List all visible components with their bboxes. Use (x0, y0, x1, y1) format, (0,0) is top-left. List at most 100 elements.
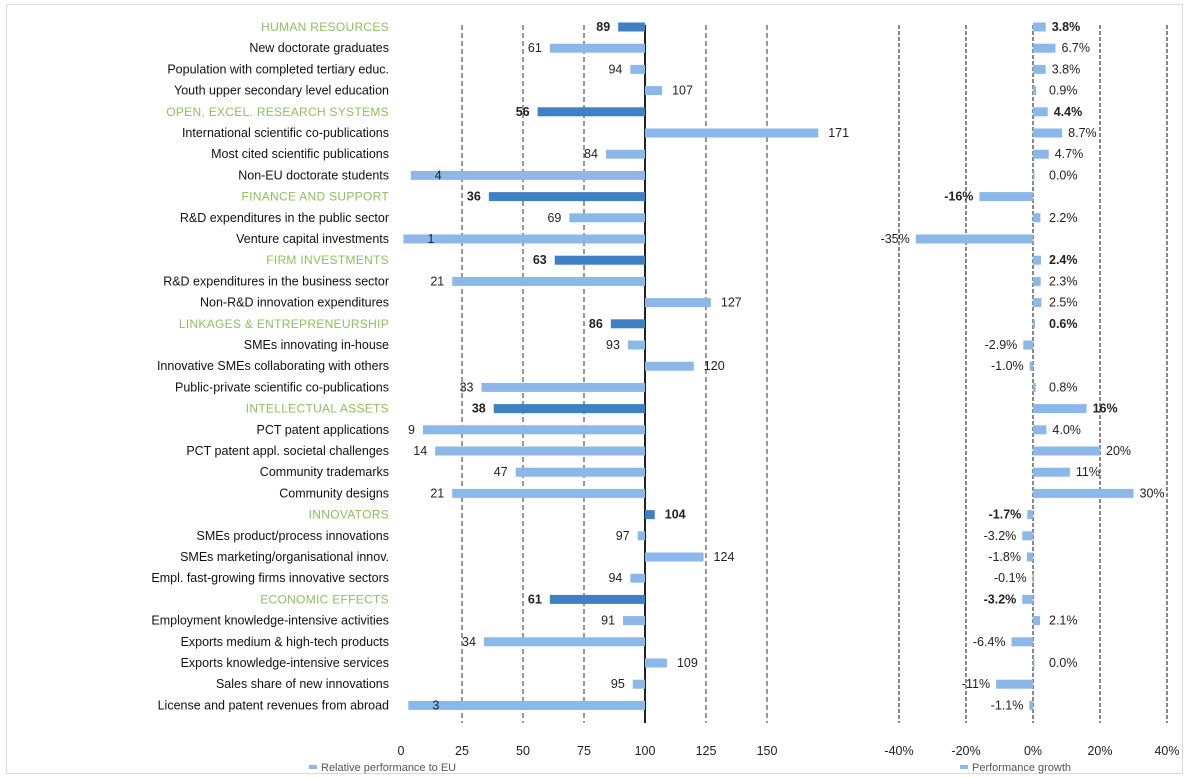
value-label-growth-9: 2.2% (1049, 211, 1078, 225)
tick-right-1: -20% (951, 744, 980, 758)
value-label-growth-6: 4.7% (1055, 147, 1084, 161)
bar-growth-19 (1033, 425, 1047, 435)
tick-left-4: 100 (635, 744, 656, 758)
bar-growth-13 (1033, 298, 1042, 308)
bar-growth-12 (1033, 276, 1041, 286)
category-label-29: Exports medium & high-tech products (181, 635, 389, 649)
value-label-relative-15: 93 (606, 338, 620, 352)
bar-relative-30 (645, 658, 667, 668)
value-label-growth-29: -6.4% (973, 635, 1006, 649)
value-label-growth-21: 11% (1076, 465, 1100, 479)
value-label-relative-16: 120 (704, 359, 725, 373)
value-label-relative-26: 94 (608, 571, 622, 585)
value-label-growth-14: 0.6% (1049, 317, 1078, 331)
bar-growth-17 (1033, 382, 1036, 392)
category-label-28: Employment knowledge-intensive activitie… (151, 614, 389, 628)
tick-left-0: 0 (398, 744, 405, 758)
value-label-growth-27: -3.2% (984, 592, 1017, 606)
bar-growth-2 (1033, 64, 1046, 74)
value-label-growth-23: -1.7% (989, 508, 1022, 522)
value-label-growth-32: -1.1% (991, 698, 1024, 712)
bar-relative-22 (452, 488, 645, 498)
value-label-relative-6: 84 (584, 147, 598, 161)
value-label-growth-3: 0.9% (1049, 84, 1078, 98)
value-label-growth-15: -2.9% (985, 338, 1018, 352)
bar-growth-27 (1022, 594, 1033, 604)
bar-growth-14 (1033, 319, 1036, 329)
bar-relative-20 (435, 446, 645, 456)
value-label-growth-4: 4.4% (1054, 105, 1083, 119)
bar-relative-23 (645, 510, 655, 520)
bar-relative-12 (452, 276, 645, 286)
left-gridlines (461, 25, 768, 723)
bar-relative-13 (645, 298, 711, 308)
value-label-relative-30: 109 (677, 656, 698, 670)
value-label-growth-16: -1.0% (991, 359, 1024, 373)
category-label-8: FINANCE AND SUPPORT (241, 190, 389, 204)
tick-left-3: 75 (577, 744, 591, 758)
value-label-growth-18: 16% (1093, 402, 1118, 416)
value-label-relative-13: 127 (721, 296, 742, 310)
category-label-24: SMEs product/process innovations (197, 529, 389, 543)
bar-growth-11 (1033, 255, 1042, 265)
value-label-relative-5: 171 (828, 126, 849, 140)
relative-performance-value-labels: 8961941075617184436691632112786931203338… (408, 20, 849, 712)
bar-relative-4 (537, 107, 645, 117)
growth-bars (915, 22, 1134, 710)
bar-relative-32 (408, 700, 645, 710)
value-label-growth-31: -11% (962, 677, 990, 691)
bar-relative-15 (627, 340, 645, 350)
value-label-growth-5: 8.7% (1068, 126, 1097, 140)
chart-frame: HUMAN RESOURCES New doctorate graduates Po… (6, 4, 1183, 774)
bar-relative-17 (481, 382, 645, 392)
bar-growth-24 (1022, 531, 1033, 541)
bar-relative-27 (549, 594, 645, 604)
value-label-growth-10: -35% (881, 232, 910, 246)
value-label-relative-22: 21 (430, 486, 444, 500)
right-x-axis-ticks: -40% -20% 0% 20% 40% (884, 744, 1179, 758)
bar-relative-28 (623, 616, 645, 626)
category-label-25: SMEs marketing/organisational innov. (180, 550, 389, 564)
bar-relative-5 (645, 128, 819, 138)
bar-growth-22 (1033, 488, 1134, 498)
bar-growth-18 (1033, 404, 1087, 414)
left-x-axis-ticks: 0 25 50 75 100 125 150 (398, 744, 778, 758)
value-label-relative-2: 94 (608, 62, 622, 76)
category-label-14: LINKAGES & ENTREPRENEURSHIP (179, 317, 389, 331)
bar-relative-8 (488, 192, 645, 202)
growth-value-labels: 3.8% 6.7% 3.8% 0.9% 4.4% 8.7% 4.7% 0.0% -16% 2.2%… (881, 20, 1165, 712)
bar-relative-31 (632, 679, 645, 689)
bar-relative-7 (410, 170, 645, 180)
legend: Relative performance to EU Performance g… (309, 762, 1071, 774)
category-label-20: PCT patent appl. societal challenges (186, 444, 389, 458)
value-label-growth-8: -16% (944, 190, 973, 204)
bar-growth-15 (1023, 340, 1033, 350)
tick-left-2: 50 (516, 744, 530, 758)
category-label-15: SMEs innovating in-house (244, 338, 389, 352)
category-label-30: Exports knowledge-intensive services (181, 656, 389, 670)
value-label-growth-25: -1.8% (988, 550, 1021, 564)
value-label-relative-7: 4 (435, 168, 442, 182)
bar-growth-3 (1033, 86, 1037, 96)
category-label-22: Community designs (279, 486, 389, 500)
bar-relative-14 (610, 319, 645, 329)
category-label-11: FIRM INVESTMENTS (266, 253, 389, 267)
bar-growth-6 (1033, 149, 1049, 159)
tick-left-5: 125 (696, 744, 717, 758)
bar-growth-16 (1029, 361, 1033, 371)
value-label-growth-26: -0.1% (994, 571, 1027, 585)
value-label-relative-32: 3 (432, 698, 439, 712)
tick-left-6: 150 (757, 744, 778, 758)
bar-growth-0 (1033, 22, 1046, 32)
bar-growth-8 (979, 192, 1033, 202)
category-label-13: Non-R&D innovation expenditures (200, 296, 389, 310)
bar-relative-2 (630, 64, 645, 74)
tick-right-4: 40% (1154, 744, 1179, 758)
tick-right-3: 20% (1087, 744, 1112, 758)
bar-relative-26 (630, 573, 645, 583)
bar-growth-30 (1033, 658, 1035, 668)
bar-growth-25 (1026, 552, 1033, 562)
category-label-32: License and patent revenues from abroad (158, 698, 389, 712)
category-label-16: Innovative SMEs collaborating with other… (157, 359, 389, 373)
category-label-2: Population with completed tertiary educ. (167, 62, 389, 76)
